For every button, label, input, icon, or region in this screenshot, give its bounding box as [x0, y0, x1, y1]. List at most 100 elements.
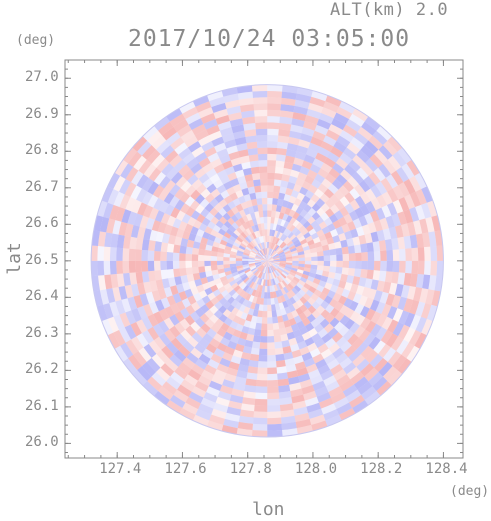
field-cell: [364, 367, 379, 382]
field-cell: [262, 210, 268, 217]
field-cell: [270, 265, 275, 272]
field-cell: [257, 367, 268, 375]
field-cell: [279, 186, 287, 194]
field-cell: [109, 301, 120, 317]
field-cell: [379, 291, 389, 304]
field-cell: [247, 235, 253, 242]
field-cell: [273, 258, 280, 261]
field-cell: [103, 260, 111, 276]
field-cell: [235, 323, 244, 332]
field-cell: [172, 252, 180, 261]
field-cell: [103, 303, 114, 319]
field-cell: [403, 298, 414, 313]
field-cell: [286, 181, 296, 190]
field-cell: [373, 340, 386, 354]
field-cell: [338, 216, 348, 227]
field-cell: [339, 130, 354, 143]
field-cell: [247, 308, 255, 316]
field-cell: [293, 198, 302, 207]
field-cell: [145, 291, 155, 304]
field-cell: [277, 218, 283, 226]
field-cell: [279, 264, 286, 268]
field-cell: [113, 314, 125, 330]
field-cell: [297, 266, 305, 271]
field-cell: [135, 271, 144, 284]
field-cell: [267, 317, 273, 324]
field-cell: [180, 275, 189, 284]
field-cell: [382, 228, 392, 241]
field-cell: [255, 262, 262, 266]
field-cell: [405, 260, 412, 274]
field-cell: [329, 213, 339, 224]
field-cell: [274, 347, 284, 355]
field-cell: [360, 192, 371, 205]
field-cell: [293, 239, 300, 246]
field-cell: [308, 228, 317, 236]
field-cell: [352, 293, 362, 304]
field-cell: [249, 321, 257, 329]
field-cell: [237, 175, 247, 184]
field-cell: [411, 260, 419, 274]
y-tick-label: 26.8: [25, 142, 59, 159]
field-cell: [313, 289, 322, 297]
field-cell: [346, 142, 361, 155]
field-cell: [320, 348, 333, 359]
field-cell: [258, 265, 264, 271]
field-cell: [364, 116, 381, 131]
field-cell: [301, 127, 315, 137]
field-cell: [267, 260, 273, 265]
field-cell: [156, 367, 171, 382]
field-cell: [267, 260, 270, 267]
field-cell: [195, 307, 205, 318]
field-cell: [323, 135, 337, 147]
field-cell: [327, 327, 339, 338]
field-cell: [290, 323, 300, 332]
field-cell: [164, 149, 179, 163]
field-cell: [157, 222, 167, 234]
field-cell: [178, 164, 191, 177]
field-cell: [116, 234, 125, 249]
field-cell: [154, 390, 170, 406]
field-cell: [349, 311, 360, 323]
field-cell: [232, 349, 243, 359]
field-cell: [255, 322, 262, 330]
field-cell: [242, 262, 249, 266]
field-cell: [364, 233, 373, 244]
field-cell: [180, 329, 192, 341]
field-cell: [160, 269, 169, 280]
field-cell: [342, 180, 355, 193]
field-cell: [318, 280, 327, 288]
field-cell: [310, 136, 324, 147]
field-cell: [288, 136, 300, 146]
field-cell: [196, 213, 206, 224]
field-cell: [309, 268, 317, 274]
field-cell: [329, 194, 340, 205]
field-cell: [273, 328, 281, 337]
field-cell: [157, 288, 167, 300]
field-cell: [160, 363, 175, 377]
field-cell: [286, 370, 299, 379]
field-cell: [241, 403, 255, 412]
field-cell: [234, 219, 243, 228]
field-cell: [261, 260, 268, 263]
field-cell: [185, 112, 201, 125]
field-cell: [320, 162, 333, 174]
field-cell: [185, 253, 193, 261]
field-cell: [193, 292, 202, 302]
field-cell: [260, 336, 268, 343]
field-cell: [281, 244, 288, 250]
field-cell: [278, 129, 291, 137]
field-cell: [166, 215, 177, 227]
field-cell: [247, 206, 255, 214]
field-cell: [270, 272, 274, 280]
field-cell: [169, 394, 186, 408]
field-cell: [125, 310, 137, 325]
field-cell: [285, 187, 294, 196]
field-cell: [356, 341, 369, 355]
field-cell: [155, 231, 164, 243]
field-cell: [309, 247, 317, 254]
field-cell: [240, 312, 248, 320]
field-cell: [369, 299, 380, 312]
field-cell: [219, 275, 228, 283]
